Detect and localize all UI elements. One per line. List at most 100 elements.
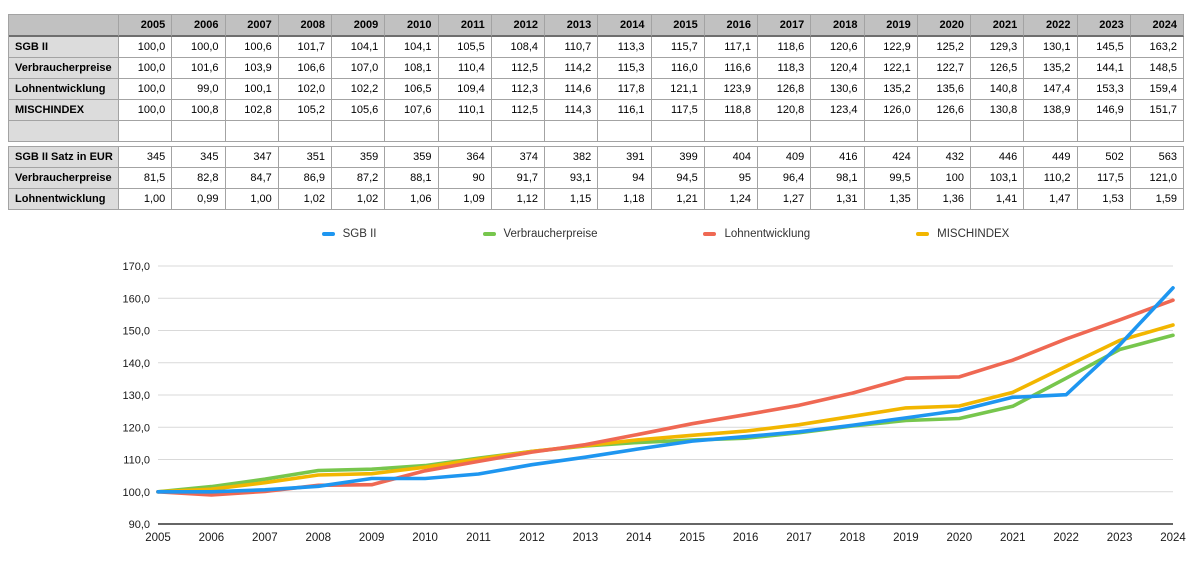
value-cell: 122,1 <box>864 58 918 79</box>
value-cell: 1,00 <box>119 189 173 210</box>
value-cell: 84,7 <box>225 168 279 189</box>
value-cell: 82,8 <box>172 168 226 189</box>
value-cell: 114,2 <box>545 58 599 79</box>
x-tick-label: 2021 <box>1000 532 1026 544</box>
value-cell: 91,7 <box>491 168 545 189</box>
value-cell: 1,06 <box>385 189 439 210</box>
row-label-cell: SGB II Satz in EUR <box>9 147 119 168</box>
value-cell: 114,3 <box>545 100 599 121</box>
value-cell: 446 <box>971 147 1025 168</box>
value-cell: 123,9 <box>704 79 758 100</box>
value-cell: 110,4 <box>438 58 492 79</box>
value-cell: 345 <box>119 147 173 168</box>
value-cell: 404 <box>704 147 758 168</box>
legend-item: Lohnentwicklung <box>703 228 810 240</box>
year-header-cell: 2012 <box>491 15 545 37</box>
value-cell: 130,8 <box>971 100 1025 121</box>
value-cell: 359 <box>332 147 386 168</box>
value-cell: 120,6 <box>811 37 865 58</box>
value-cell: 116,0 <box>651 58 705 79</box>
value-cell: 88,1 <box>385 168 439 189</box>
value-cell: 101,7 <box>278 37 332 58</box>
value-cell: 126,6 <box>917 100 971 121</box>
year-header-cell: 2021 <box>971 15 1025 37</box>
value-cell: 1,35 <box>864 189 918 210</box>
x-tick-label: 2006 <box>199 532 225 544</box>
year-header-cell: 2009 <box>332 15 386 37</box>
value-cell: 144,1 <box>1077 58 1131 79</box>
x-tick-label: 2009 <box>359 532 385 544</box>
value-cell: 103,9 <box>225 58 279 79</box>
year-header-cell: 2008 <box>278 15 332 37</box>
legend-marker <box>703 232 717 236</box>
x-tick-label: 2012 <box>519 532 545 544</box>
value-cell: 112,5 <box>491 100 545 121</box>
value-cell: 94 <box>598 168 652 189</box>
value-cell: 1,27 <box>758 189 812 210</box>
value-cell: 90 <box>438 168 492 189</box>
value-cell: 87,2 <box>332 168 386 189</box>
line-chart-svg: 90,0 100,0 110,0 120,0 130,0 140,0 150,0 160,0 1… <box>122 261 1186 544</box>
row-label-cell <box>9 121 119 142</box>
value-cell: 81,5 <box>119 168 173 189</box>
value-cell: 126,5 <box>971 58 1025 79</box>
corner-cell <box>9 15 119 37</box>
value-cell: 105,5 <box>438 37 492 58</box>
value-cell: 1,24 <box>704 189 758 210</box>
value-cell: 424 <box>864 147 918 168</box>
value-cell: 99,5 <box>864 168 918 189</box>
value-cell: 399 <box>651 147 705 168</box>
value-cell <box>545 121 599 142</box>
value-cell: 107,0 <box>332 58 386 79</box>
table-row: Verbraucherpreise 100,0 101,6 103,9 106,6 107… <box>9 58 1184 79</box>
value-cell: 100,0 <box>119 58 173 79</box>
table-section: 2005 2006 2007 2008 2009 2010 2011 2012 2013 2014… <box>8 14 1200 210</box>
value-cell: 391 <box>598 147 652 168</box>
value-cell: 117,1 <box>704 37 758 58</box>
value-cell: 100,0 <box>172 37 226 58</box>
value-cell: 102,8 <box>225 100 279 121</box>
value-cell: 122,9 <box>864 37 918 58</box>
value-cell: 100,1 <box>225 79 279 100</box>
year-header-cell: 2022 <box>1024 15 1078 37</box>
row-label-cell: SGB II <box>9 37 119 58</box>
value-cell <box>491 121 545 142</box>
value-cell: 1,09 <box>438 189 492 210</box>
value-cell: 409 <box>758 147 812 168</box>
value-cell: 104,1 <box>385 37 439 58</box>
value-cell <box>172 121 226 142</box>
value-cell: 563 <box>1130 147 1184 168</box>
year-header-cell: 2005 <box>119 15 173 37</box>
value-cell: 120,8 <box>758 100 812 121</box>
value-cell: 1,02 <box>278 189 332 210</box>
value-cell: 1,02 <box>332 189 386 210</box>
y-tick-label: 100,0 <box>122 487 150 499</box>
table-row: Verbraucherpreise 81,5 82,8 84,7 86,9 87,2 88,… <box>9 168 1184 189</box>
value-cell: 106,6 <box>278 58 332 79</box>
value-cell: 129,3 <box>971 37 1025 58</box>
value-cell: 118,3 <box>758 58 812 79</box>
value-cell: 100,0 <box>119 100 173 121</box>
value-cell: 359 <box>385 147 439 168</box>
x-tick-label: 2008 <box>305 532 331 544</box>
value-cell: 101,6 <box>172 58 226 79</box>
eur-table: SGB II Satz in EUR 345 345 347 351 359 359 364 3… <box>8 146 1184 210</box>
x-tick-label: 2014 <box>626 532 652 544</box>
value-cell: 118,6 <box>758 37 812 58</box>
value-cell: 100 <box>917 168 971 189</box>
value-cell: 140,8 <box>971 79 1025 100</box>
row-label-cell: Lohnentwicklung <box>9 189 119 210</box>
value-cell: 103,1 <box>971 168 1025 189</box>
value-cell: 1,53 <box>1077 189 1131 210</box>
report-page: 2005 2006 2007 2008 2009 2010 2011 2012 2013 2014… <box>8 14 1200 544</box>
index-table: 2005 2006 2007 2008 2009 2010 2011 2012 2013 2014… <box>8 14 1184 142</box>
year-header-cell: 2010 <box>385 15 439 37</box>
legend-label: MISCHINDEX <box>937 228 1010 240</box>
year-header-cell: 2016 <box>704 15 758 37</box>
value-cell: 95 <box>704 168 758 189</box>
value-cell: 105,2 <box>278 100 332 121</box>
value-cell: 116,1 <box>598 100 652 121</box>
row-label-cell: Verbraucherpreise <box>9 168 119 189</box>
value-cell: 117,5 <box>651 100 705 121</box>
row-label-cell: MISCHINDEX <box>9 100 119 121</box>
